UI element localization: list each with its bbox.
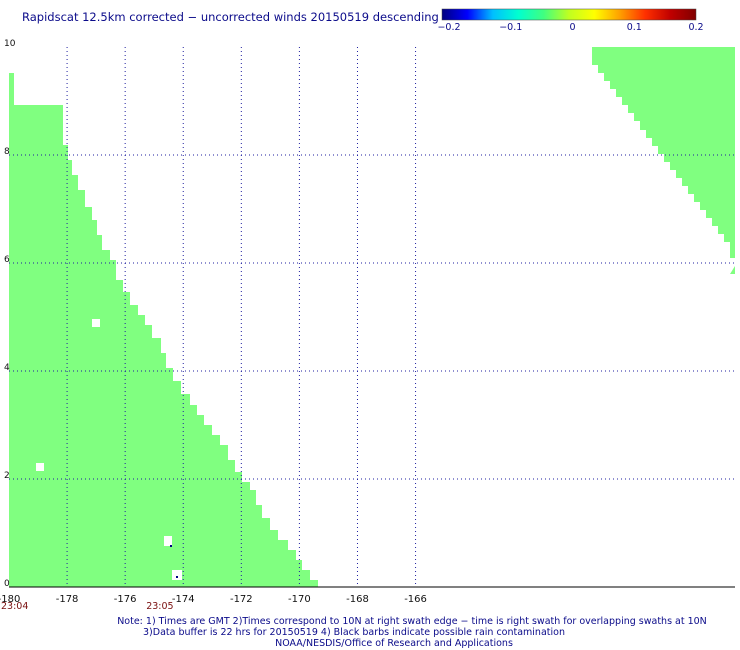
note-line-1: Note: 1) Times are GMT 2)Times correspon… — [117, 616, 707, 627]
y-tick-label: 10 — [4, 39, 16, 49]
y-tick-label: 2 — [4, 471, 10, 481]
data-gap — [172, 570, 182, 580]
x-tick-label: -166 — [404, 594, 427, 605]
note-line-2: 3)Data buffer is 22 hrs for 20150519 4) … — [143, 627, 565, 638]
rain-barb — [170, 545, 172, 547]
colorbar-label: 0.1 — [626, 22, 642, 33]
left-swath — [9, 73, 326, 587]
x-tick-label: -178 — [55, 594, 79, 605]
data-gap — [164, 536, 172, 546]
x-tick-label: -180 — [0, 594, 21, 605]
time-label: 23:05 — [146, 601, 174, 612]
rain-barb — [176, 576, 178, 578]
note-line-3: NOAA/NESDIS/Office of Research and Appli… — [275, 638, 513, 649]
x-tick-label: -168 — [346, 594, 369, 605]
time-label: 23:04 — [1, 601, 29, 612]
colorbar-label: −0.2 — [437, 22, 461, 33]
y-tick-label: 0 — [4, 579, 10, 589]
x-tick-label: -172 — [229, 594, 253, 605]
colorbar-label: 0 — [569, 22, 576, 33]
data-gap — [36, 463, 44, 471]
x-tick-label: -176 — [113, 594, 137, 605]
colorbar — [441, 8, 697, 21]
x-tick-label: -174 — [171, 594, 195, 605]
y-tick-label: 8 — [4, 147, 10, 157]
figure-title: Rapidscat 12.5km corrected − uncorrected… — [22, 10, 439, 24]
y-tick-label: 4 — [4, 363, 10, 373]
x-tick-label: -170 — [288, 594, 311, 605]
colorbar-label: −0.1 — [499, 22, 523, 33]
colorbar-label: 0.2 — [688, 22, 704, 33]
data-gap — [92, 319, 100, 327]
right-swath — [592, 47, 735, 274]
y-tick-label: 6 — [4, 255, 10, 265]
